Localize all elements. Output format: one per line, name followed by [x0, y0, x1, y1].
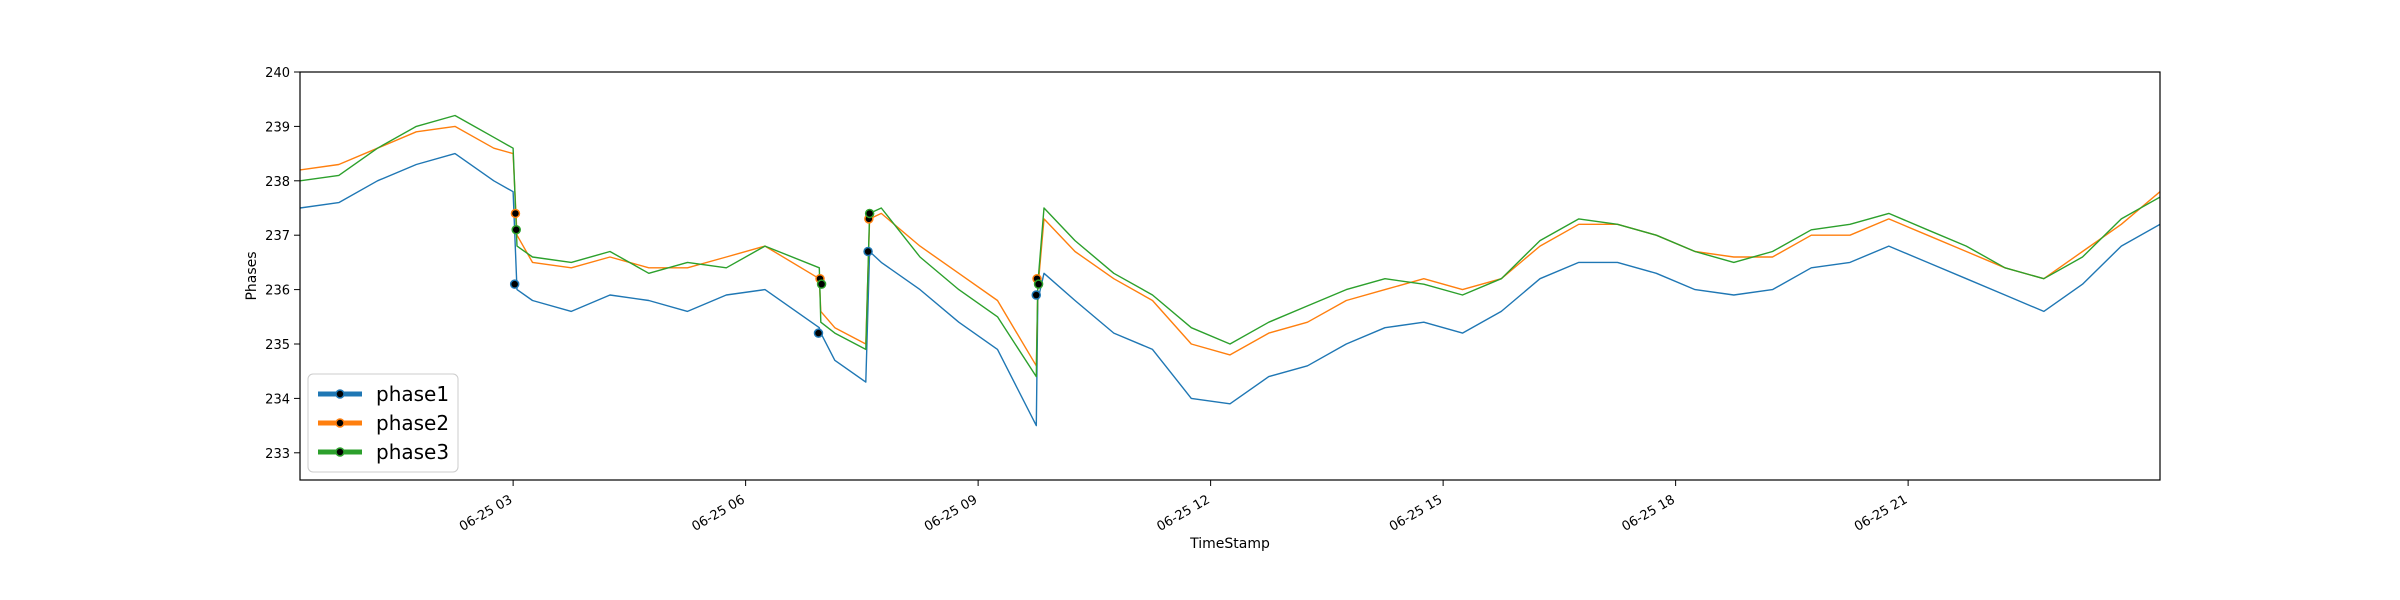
y-tick-label: 237: [265, 229, 290, 244]
legend-label: phase2: [376, 411, 449, 435]
series-line-phase1: [300, 152, 2160, 427]
data-marker-phase1: [863, 246, 873, 257]
series-line-phase2: [300, 125, 2160, 367]
y-axis-label: Phases: [244, 251, 260, 300]
y-tick-label: 235: [265, 338, 290, 353]
plot-frame: [299, 71, 2161, 481]
y-tick-label: 236: [265, 284, 290, 299]
legend-marker-phase1: [335, 389, 345, 399]
x-axis-label: TimeStamp: [1189, 536, 1270, 552]
y-tick-label: 238: [265, 175, 290, 190]
y-axis: 233 234 235 236 237 238 239 240: [265, 66, 300, 462]
data-marker-phase1: [1031, 290, 1041, 300]
y-tick-label: 234: [265, 392, 290, 407]
data-marker-phase3: [864, 208, 875, 219]
data-marker-phase2: [510, 208, 521, 219]
data-marker-phase1: [813, 328, 824, 338]
data-marker-phase1: [509, 279, 520, 289]
plot-area: [300, 72, 2160, 480]
legend-label: phase1: [376, 382, 449, 406]
y-tick-label: 233: [265, 447, 290, 462]
series-layer: [300, 114, 2160, 427]
legend-marker-phase2: [335, 418, 345, 428]
legend: phase1 phase2 phase3: [307, 373, 459, 473]
legend-box: [307, 373, 459, 473]
series-line-phase3: [300, 114, 2160, 378]
data-marker-phase3: [816, 279, 827, 289]
y-tick-label: 239: [265, 120, 290, 135]
data-marker-phase3: [1033, 279, 1044, 289]
data-marker-phase3: [511, 225, 521, 235]
marker-layer: [509, 208, 1044, 338]
legend-label: phase3: [376, 440, 449, 464]
legend-marker-phase3: [335, 447, 345, 457]
y-tick-label: 240: [265, 66, 290, 81]
